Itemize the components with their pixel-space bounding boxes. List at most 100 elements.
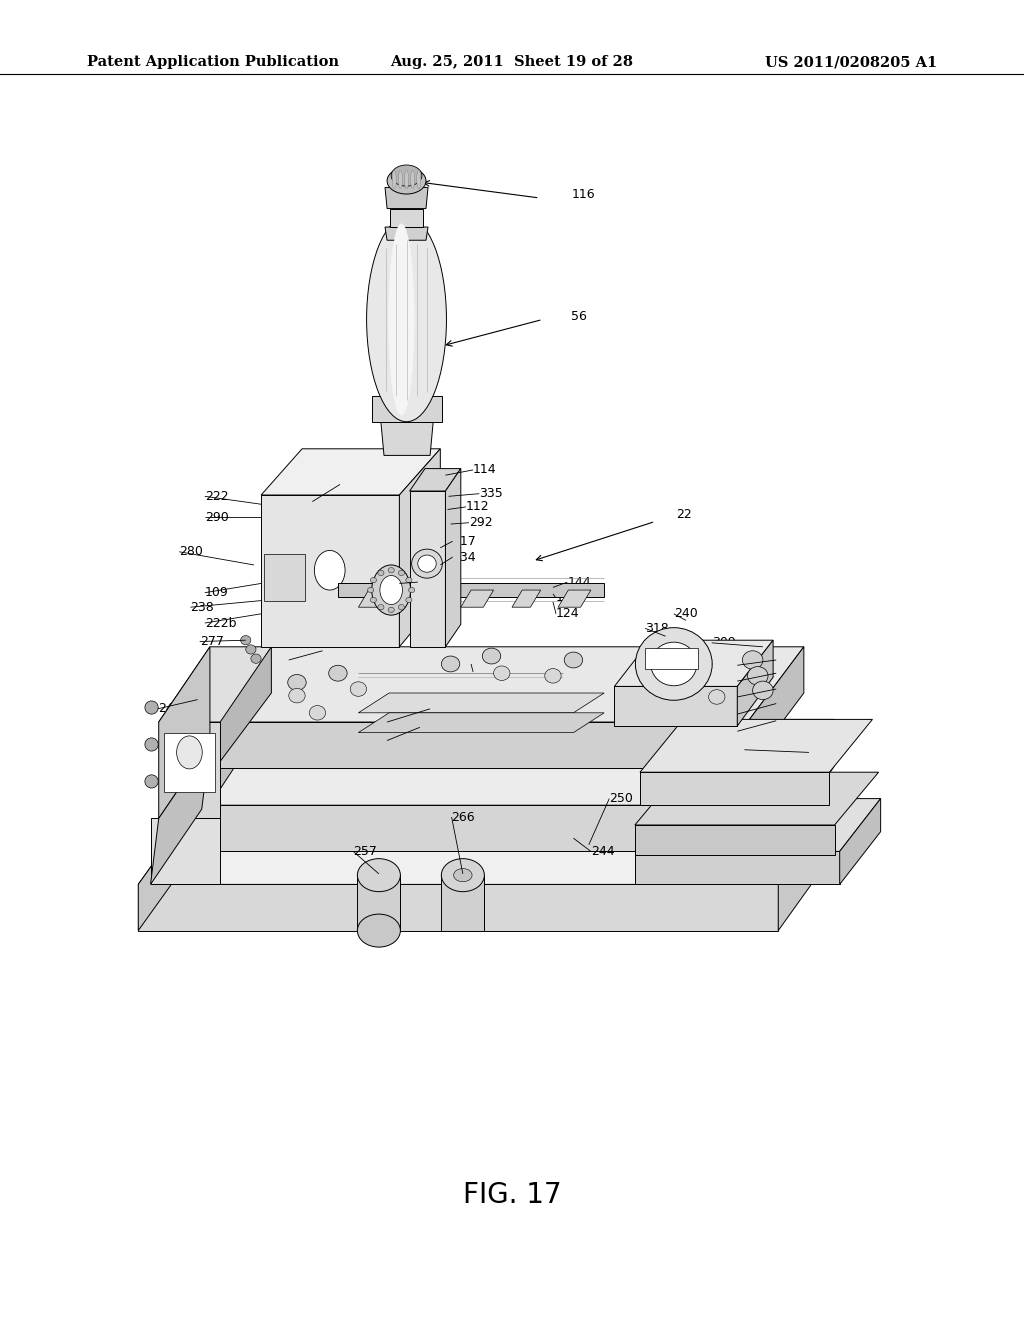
- Ellipse shape: [651, 643, 696, 686]
- Text: 306: 306: [737, 659, 761, 672]
- Text: 134: 134: [453, 550, 476, 564]
- Text: 122: 122: [556, 591, 580, 605]
- Ellipse shape: [545, 668, 561, 684]
- Ellipse shape: [409, 587, 415, 593]
- Ellipse shape: [482, 648, 501, 664]
- Polygon shape: [512, 590, 541, 607]
- Text: 109: 109: [205, 586, 228, 599]
- Ellipse shape: [406, 578, 412, 583]
- Ellipse shape: [454, 869, 472, 882]
- Text: 112: 112: [466, 500, 489, 513]
- Text: 222b: 222b: [205, 616, 237, 630]
- Ellipse shape: [350, 682, 367, 697]
- Text: 114: 114: [473, 463, 497, 477]
- Text: 335: 335: [479, 487, 503, 500]
- Ellipse shape: [392, 170, 396, 189]
- Text: 316: 316: [737, 675, 761, 688]
- Ellipse shape: [564, 652, 583, 668]
- Ellipse shape: [389, 223, 415, 414]
- Ellipse shape: [372, 565, 411, 615]
- Ellipse shape: [494, 667, 510, 681]
- Text: 310: 310: [473, 665, 497, 678]
- Text: 222: 222: [205, 490, 228, 503]
- Polygon shape: [399, 449, 440, 647]
- Polygon shape: [635, 825, 835, 855]
- Polygon shape: [159, 722, 220, 818]
- Text: 238: 238: [190, 601, 214, 614]
- Ellipse shape: [398, 570, 404, 576]
- Polygon shape: [358, 713, 604, 733]
- Polygon shape: [635, 851, 840, 884]
- Polygon shape: [357, 875, 400, 931]
- Bar: [645, 648, 698, 669]
- Text: 290: 290: [205, 511, 228, 524]
- Ellipse shape: [357, 858, 400, 892]
- Ellipse shape: [251, 653, 261, 663]
- Text: 307: 307: [737, 708, 761, 721]
- Text: 224: 224: [187, 841, 211, 854]
- Text: 244: 244: [591, 845, 614, 858]
- Ellipse shape: [387, 168, 426, 194]
- Ellipse shape: [144, 738, 158, 751]
- Polygon shape: [151, 818, 220, 884]
- Polygon shape: [737, 640, 773, 726]
- Text: 280: 280: [179, 545, 203, 558]
- Polygon shape: [778, 719, 835, 851]
- Text: 336: 336: [289, 653, 312, 667]
- Polygon shape: [445, 469, 461, 647]
- Ellipse shape: [626, 676, 644, 692]
- Polygon shape: [138, 799, 200, 931]
- Text: FIG. 17: FIG. 17: [463, 1180, 561, 1209]
- Polygon shape: [338, 583, 604, 597]
- Text: 250: 250: [609, 792, 633, 805]
- Polygon shape: [215, 647, 804, 722]
- Ellipse shape: [288, 675, 306, 690]
- Polygon shape: [614, 640, 773, 686]
- Polygon shape: [179, 719, 835, 805]
- Ellipse shape: [398, 605, 404, 610]
- Ellipse shape: [753, 681, 773, 700]
- Polygon shape: [390, 209, 423, 227]
- Text: 22: 22: [676, 508, 691, 521]
- Ellipse shape: [417, 170, 421, 189]
- Ellipse shape: [406, 597, 412, 602]
- Ellipse shape: [329, 665, 347, 681]
- Polygon shape: [138, 884, 778, 931]
- Text: 298: 298: [744, 743, 768, 756]
- Text: 56: 56: [571, 310, 588, 323]
- Polygon shape: [215, 722, 748, 768]
- Ellipse shape: [371, 578, 377, 583]
- Ellipse shape: [742, 651, 763, 669]
- Ellipse shape: [368, 587, 374, 593]
- Text: 326: 326: [387, 715, 411, 729]
- Ellipse shape: [411, 170, 415, 189]
- Polygon shape: [138, 799, 840, 884]
- Text: 144: 144: [567, 576, 591, 589]
- Text: 124: 124: [556, 607, 580, 620]
- Ellipse shape: [391, 165, 422, 186]
- Polygon shape: [441, 875, 484, 931]
- Ellipse shape: [748, 667, 768, 685]
- Polygon shape: [159, 647, 210, 818]
- Text: 257: 257: [353, 845, 377, 858]
- Polygon shape: [614, 686, 737, 726]
- Ellipse shape: [371, 597, 377, 602]
- Polygon shape: [748, 647, 804, 768]
- Text: 296: 296: [737, 725, 761, 738]
- Bar: [264, 554, 305, 601]
- Ellipse shape: [144, 701, 158, 714]
- Polygon shape: [385, 227, 428, 240]
- Text: 318: 318: [645, 622, 669, 635]
- Ellipse shape: [709, 689, 725, 705]
- Polygon shape: [164, 733, 215, 792]
- Text: Patent Application Publication: Patent Application Publication: [87, 55, 339, 69]
- Polygon shape: [151, 743, 210, 884]
- Polygon shape: [778, 799, 840, 931]
- Polygon shape: [640, 719, 872, 772]
- Text: 314: 314: [737, 690, 761, 704]
- Text: 240: 240: [674, 607, 697, 620]
- Polygon shape: [179, 805, 778, 851]
- Polygon shape: [461, 590, 494, 607]
- Ellipse shape: [398, 170, 402, 189]
- Ellipse shape: [380, 576, 402, 605]
